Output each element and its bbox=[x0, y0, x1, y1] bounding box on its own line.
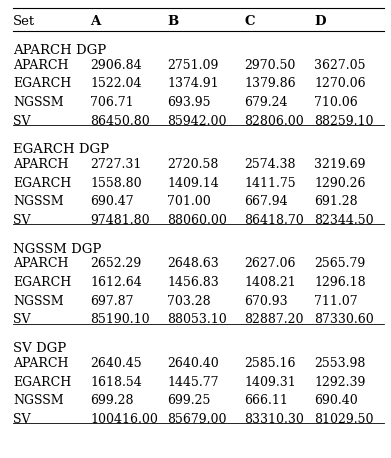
Text: 703.28: 703.28 bbox=[167, 295, 211, 308]
Text: 2652.29: 2652.29 bbox=[90, 257, 142, 271]
Text: EGARCH: EGARCH bbox=[13, 177, 71, 190]
Text: 711.07: 711.07 bbox=[314, 295, 358, 308]
Text: 1445.77: 1445.77 bbox=[167, 376, 219, 388]
Text: 83310.30: 83310.30 bbox=[245, 413, 305, 426]
Text: 2640.40: 2640.40 bbox=[167, 357, 219, 370]
Text: 2727.31: 2727.31 bbox=[90, 158, 142, 171]
Text: NGSSM DGP: NGSSM DGP bbox=[13, 243, 101, 256]
Text: D: D bbox=[314, 15, 326, 28]
Text: 87330.60: 87330.60 bbox=[314, 313, 374, 327]
Text: 86418.70: 86418.70 bbox=[245, 214, 304, 227]
Text: SV: SV bbox=[13, 413, 30, 426]
Text: A: A bbox=[90, 15, 100, 28]
Text: 2585.16: 2585.16 bbox=[245, 357, 296, 370]
Text: 86450.80: 86450.80 bbox=[90, 114, 150, 127]
Text: 1296.18: 1296.18 bbox=[314, 276, 366, 289]
Text: 2648.63: 2648.63 bbox=[167, 257, 219, 271]
Text: 2574.38: 2574.38 bbox=[245, 158, 296, 171]
Text: 710.06: 710.06 bbox=[314, 96, 358, 109]
Text: 2565.79: 2565.79 bbox=[314, 257, 365, 271]
Text: 666.11: 666.11 bbox=[245, 394, 289, 407]
Text: 2751.09: 2751.09 bbox=[167, 59, 219, 71]
Text: SV DGP: SV DGP bbox=[13, 342, 66, 355]
Text: 2906.84: 2906.84 bbox=[90, 59, 142, 71]
Text: 1270.06: 1270.06 bbox=[314, 77, 366, 90]
Text: 1379.86: 1379.86 bbox=[245, 77, 296, 90]
Text: 3219.69: 3219.69 bbox=[314, 158, 366, 171]
Text: 690.40: 690.40 bbox=[314, 394, 358, 407]
Text: 2553.98: 2553.98 bbox=[314, 357, 366, 370]
Text: APARCH DGP: APARCH DGP bbox=[13, 44, 106, 57]
Text: 2720.58: 2720.58 bbox=[167, 158, 219, 171]
Text: 97481.80: 97481.80 bbox=[90, 214, 150, 227]
Text: 85190.10: 85190.10 bbox=[90, 313, 150, 327]
Text: C: C bbox=[245, 15, 255, 28]
Text: 81029.50: 81029.50 bbox=[314, 413, 373, 426]
Text: 85942.00: 85942.00 bbox=[167, 114, 227, 127]
Text: 1409.31: 1409.31 bbox=[245, 376, 296, 388]
Text: 706.71: 706.71 bbox=[90, 96, 134, 109]
Text: 1292.39: 1292.39 bbox=[314, 376, 366, 388]
Text: APARCH: APARCH bbox=[13, 59, 68, 71]
Text: Set: Set bbox=[13, 15, 35, 28]
Text: B: B bbox=[167, 15, 179, 28]
Text: 1374.91: 1374.91 bbox=[167, 77, 219, 90]
Text: EGARCH DGP: EGARCH DGP bbox=[13, 143, 109, 156]
Text: NGSSM: NGSSM bbox=[13, 96, 64, 109]
Text: 667.94: 667.94 bbox=[245, 195, 288, 208]
Text: EGARCH: EGARCH bbox=[13, 276, 71, 289]
Text: 82887.20: 82887.20 bbox=[245, 313, 304, 327]
Text: 82806.00: 82806.00 bbox=[245, 114, 304, 127]
Text: 701.00: 701.00 bbox=[167, 195, 211, 208]
Text: 690.47: 690.47 bbox=[90, 195, 134, 208]
Text: 3627.05: 3627.05 bbox=[314, 59, 366, 71]
Text: EGARCH: EGARCH bbox=[13, 376, 71, 388]
Text: 1411.75: 1411.75 bbox=[245, 177, 296, 190]
Text: 82344.50: 82344.50 bbox=[314, 214, 374, 227]
Text: 1612.64: 1612.64 bbox=[90, 276, 142, 289]
Text: APARCH: APARCH bbox=[13, 257, 68, 271]
Text: NGSSM: NGSSM bbox=[13, 394, 64, 407]
Text: 2970.50: 2970.50 bbox=[245, 59, 296, 71]
Text: 88060.00: 88060.00 bbox=[167, 214, 227, 227]
Text: 691.28: 691.28 bbox=[314, 195, 358, 208]
Text: APARCH: APARCH bbox=[13, 357, 68, 370]
Text: APARCH: APARCH bbox=[13, 158, 68, 171]
Text: SV: SV bbox=[13, 313, 30, 327]
Text: 1618.54: 1618.54 bbox=[90, 376, 142, 388]
Text: 1408.21: 1408.21 bbox=[245, 276, 296, 289]
Text: SV: SV bbox=[13, 114, 30, 127]
Text: 88053.10: 88053.10 bbox=[167, 313, 227, 327]
Text: 1456.83: 1456.83 bbox=[167, 276, 219, 289]
Text: 1522.04: 1522.04 bbox=[90, 77, 142, 90]
Text: 670.93: 670.93 bbox=[245, 295, 288, 308]
Text: 699.28: 699.28 bbox=[90, 394, 134, 407]
Text: 100416.00: 100416.00 bbox=[90, 413, 158, 426]
Text: 85679.00: 85679.00 bbox=[167, 413, 227, 426]
Text: 699.25: 699.25 bbox=[167, 394, 211, 407]
Text: 2627.06: 2627.06 bbox=[245, 257, 296, 271]
Text: 679.24: 679.24 bbox=[245, 96, 288, 109]
Text: NGSSM: NGSSM bbox=[13, 295, 64, 308]
Text: NGSSM: NGSSM bbox=[13, 195, 64, 208]
Text: 1409.14: 1409.14 bbox=[167, 177, 219, 190]
Text: 693.95: 693.95 bbox=[167, 96, 211, 109]
Text: 88259.10: 88259.10 bbox=[314, 114, 373, 127]
Text: SV: SV bbox=[13, 214, 30, 227]
Text: EGARCH: EGARCH bbox=[13, 77, 71, 90]
Text: 2640.45: 2640.45 bbox=[90, 357, 142, 370]
Text: 1558.80: 1558.80 bbox=[90, 177, 142, 190]
Text: 697.87: 697.87 bbox=[90, 295, 134, 308]
Text: 1290.26: 1290.26 bbox=[314, 177, 366, 190]
